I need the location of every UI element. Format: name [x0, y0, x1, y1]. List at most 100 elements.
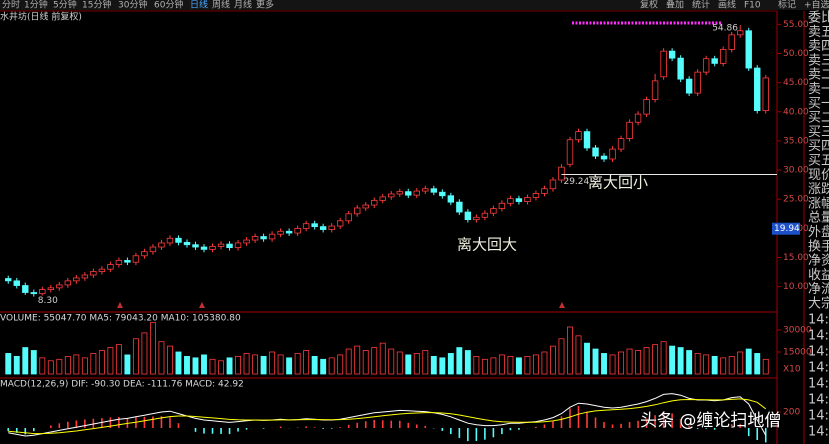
cursor-value: 19.94 [774, 224, 800, 234]
reference-label: 29.24 [563, 177, 589, 187]
trade-time: 14:5 [808, 345, 829, 360]
candle-body [115, 260, 123, 265]
low-label: 8.30 [38, 296, 58, 306]
trade-time: 14:5 [808, 329, 829, 344]
candle-body [405, 191, 412, 196]
volume-bar [269, 351, 276, 375]
quote-label: 涨幅 [808, 196, 829, 211]
period-tab[interactable]: 月线 [234, 0, 252, 11]
event-marker [559, 302, 565, 308]
volume-bar [73, 354, 80, 375]
volume-bar [456, 347, 463, 375]
trade-time: 14:5 [808, 361, 829, 376]
quote-label: 委比 [808, 11, 829, 26]
candle-body [634, 113, 642, 123]
candle-body [371, 199, 378, 206]
period-tab[interactable]: 15分钟 [82, 0, 111, 11]
period-tab[interactable]: 分时 [2, 0, 20, 11]
quote-label: 卖四 [808, 39, 829, 54]
volume-bar [601, 353, 607, 375]
candle-body [702, 58, 710, 73]
volume-bar [422, 350, 429, 375]
volume-bar [294, 353, 301, 375]
candle-body [507, 198, 514, 204]
candle-body [609, 148, 616, 160]
candle-body [183, 241, 191, 246]
candle-body [354, 207, 361, 215]
annotation: 离大回小 [588, 174, 648, 192]
trade-time: 14:5 [808, 377, 829, 392]
candle-body [260, 236, 267, 240]
candle-body [294, 227, 301, 234]
volume-bar [81, 357, 88, 375]
candle-body [379, 196, 386, 201]
period-tab[interactable]: 日线 [190, 0, 208, 11]
candle-body [439, 191, 446, 197]
volume-bar [286, 357, 293, 375]
volume-bar [132, 338, 139, 375]
candle-body [64, 280, 72, 286]
candle-body [251, 236, 259, 241]
candle-body [541, 188, 548, 194]
tool-button[interactable]: 叠加 [666, 0, 684, 11]
period-tab[interactable]: 30分钟 [118, 0, 147, 11]
volume-bar [430, 355, 437, 375]
tool-button[interactable]: 画线 [718, 0, 736, 11]
volume-bar [532, 354, 539, 375]
candle-body [737, 30, 744, 36]
volume-bar [686, 350, 693, 375]
candle-body [90, 271, 97, 276]
candle-body [98, 268, 106, 272]
candle-body [22, 285, 29, 293]
volume-bar [98, 350, 105, 375]
volume-bar [192, 357, 199, 375]
tool-button[interactable]: +自选 [804, 0, 829, 11]
candle-body [626, 121, 633, 139]
volume-bar [56, 358, 63, 375]
candle-body [73, 277, 80, 282]
volume-bar [652, 344, 659, 375]
volume-bar [490, 357, 497, 375]
volume-bar [22, 347, 29, 375]
volume-bar [243, 353, 250, 375]
volume-bar [567, 326, 573, 375]
y-tick-label: 30000 [783, 325, 812, 335]
volume-bar [303, 350, 310, 375]
candle-body [490, 208, 497, 214]
indicator-label: MACD(12,26,9) DIF: -90.30 DEA: -111.76 M… [0, 380, 244, 390]
volume-bar [405, 354, 412, 375]
period-tab[interactable]: 60分钟 [154, 0, 183, 11]
volume-bar [754, 353, 761, 375]
y-tick-label: 35.00 [783, 136, 809, 146]
candle-body [56, 284, 63, 289]
toolbar-bar [0, 0, 829, 10]
volume-bar [124, 354, 131, 375]
period-tab[interactable]: 更多 [256, 0, 274, 11]
period-tab[interactable]: 1分钟 [24, 0, 48, 11]
quote-label: 卖一 [808, 82, 829, 97]
volume-bar [507, 355, 514, 375]
quote-label: 买三 [808, 125, 829, 140]
period-tab[interactable]: 周线 [212, 0, 230, 11]
candle-body [685, 78, 693, 94]
volume-bar [141, 332, 148, 375]
candle-body [422, 188, 429, 192]
period-tab[interactable]: 5分钟 [53, 0, 77, 11]
candle-body [617, 138, 625, 150]
candle-body [532, 193, 540, 198]
y-tick-label: 55.00 [783, 20, 809, 30]
volume-bar [550, 345, 556, 375]
tool-button[interactable]: 统计 [692, 0, 710, 11]
volume-bar [413, 353, 420, 375]
annotation: 离大回大 [457, 236, 517, 254]
tool-button[interactable]: F10 [744, 1, 761, 11]
tool-button[interactable]: 标记 [778, 0, 796, 11]
volume-bar [635, 350, 642, 375]
candle-body [345, 213, 352, 222]
candle-body [515, 198, 523, 202]
volume-bar [362, 350, 369, 375]
macd-line [8, 393, 767, 437]
candle-body [13, 280, 20, 286]
tool-button[interactable]: 复权 [640, 0, 658, 11]
